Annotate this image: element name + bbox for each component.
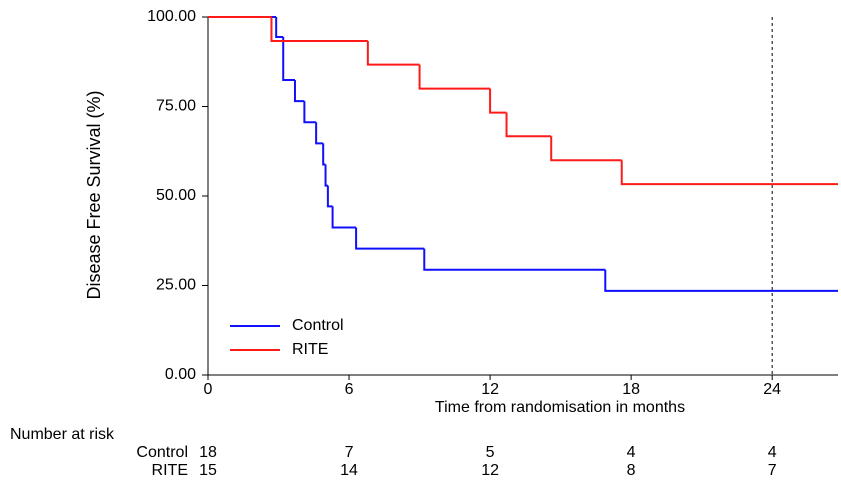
- y-tick-label: 25.00: [156, 277, 196, 294]
- x-tick-label: 24: [763, 381, 781, 398]
- survival-step: [489, 88, 507, 114]
- y-tick-label: 100.00: [147, 8, 196, 25]
- risk-count: 14: [340, 462, 358, 479]
- survival-step: [505, 112, 552, 138]
- x-tick-label: 18: [622, 381, 640, 398]
- survival-step: [322, 143, 326, 166]
- survival-step: [303, 101, 317, 124]
- x-tick-label: 0: [204, 381, 213, 398]
- survival-step: [604, 269, 838, 292]
- legend-label: Control: [292, 317, 344, 334]
- survival-step: [270, 17, 368, 42]
- survival-step: [315, 122, 324, 145]
- y-axis-label: Disease Free Survival (%): [84, 90, 104, 299]
- x-tick-label: 6: [345, 381, 354, 398]
- y-tick-label: 50.00: [156, 187, 196, 204]
- survival-step: [366, 40, 420, 66]
- survival-step: [331, 206, 357, 229]
- risk-table-title: Number at risk: [10, 426, 115, 443]
- risk-row-label: RITE: [152, 462, 188, 479]
- risk-count: 5: [486, 444, 495, 461]
- survival-step: [275, 17, 284, 39]
- survival-step: [418, 64, 491, 90]
- risk-count: 4: [627, 444, 636, 461]
- survival-step: [423, 248, 606, 271]
- x-tick-label: 12: [481, 381, 499, 398]
- risk-count: 7: [768, 462, 777, 479]
- survival-step: [550, 136, 622, 162]
- risk-count: 18: [199, 444, 217, 461]
- survival-step: [620, 160, 838, 186]
- legend-label: RITE: [292, 341, 328, 358]
- x-axis-label: Time from randomisation in months: [435, 399, 685, 416]
- risk-count: 15: [199, 462, 217, 479]
- survival-step: [324, 164, 328, 187]
- y-tick-label: 0.00: [165, 366, 196, 383]
- risk-count: 7: [345, 444, 354, 461]
- risk-count: 8: [627, 462, 636, 479]
- survival-step: [282, 37, 295, 82]
- risk-count: 12: [481, 462, 499, 479]
- y-tick-label: 75.00: [156, 98, 196, 115]
- survival-step: [355, 227, 425, 250]
- survival-step: [326, 185, 333, 208]
- risk-row-label: Control: [136, 444, 188, 461]
- risk-count: 4: [768, 444, 777, 461]
- survival-step: [293, 80, 305, 103]
